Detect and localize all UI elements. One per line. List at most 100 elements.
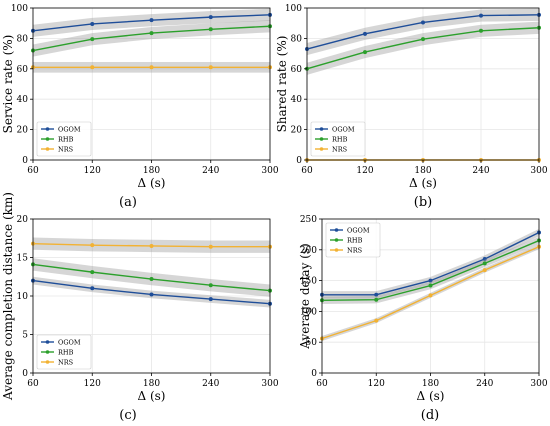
- legend-swatch-marker: [45, 340, 50, 344]
- data-point: [421, 20, 425, 25]
- data-point: [149, 18, 154, 23]
- x-tick-label: 120: [84, 379, 101, 389]
- legend-swatch-marker: [334, 248, 339, 252]
- panel-label: (d): [421, 408, 439, 423]
- legend-label: RHB: [58, 135, 74, 143]
- confidence-band: [322, 236, 539, 305]
- legend-label: OGOM: [58, 125, 81, 133]
- legend-label: OGOM: [58, 338, 81, 346]
- y-tick-label: 150: [300, 277, 317, 287]
- x-tick-label: 180: [143, 379, 160, 389]
- legend: OGOM RHB NRS: [36, 121, 92, 157]
- x-tick-label: 120: [84, 166, 101, 176]
- x-tick-label: 120: [356, 166, 373, 176]
- series-rhb: [305, 21, 541, 75]
- legend-swatch-marker: [334, 238, 339, 242]
- y-axis-label: Shared rate (%): [275, 36, 289, 133]
- legend-swatch-marker: [334, 228, 339, 232]
- data-point: [428, 283, 433, 288]
- legend-swatch-marker: [45, 360, 50, 364]
- y-tick-label: 0: [311, 369, 317, 379]
- panel-label: (b): [414, 195, 432, 210]
- y-tick-label: 10: [17, 292, 29, 302]
- y-tick-label: 20: [17, 126, 29, 136]
- legend-box: [310, 121, 366, 157]
- chart-panel: 60 120 180 240 300 0 20 40 60 80 100 Δ (s) Shared ra…: [275, 4, 548, 210]
- y-tick-label: 100: [285, 4, 302, 14]
- x-tick-label: 180: [143, 166, 160, 176]
- data-point: [482, 261, 487, 266]
- y-tick-label: 5: [22, 331, 28, 341]
- legend-swatch-marker: [45, 137, 50, 141]
- x-tick-label: 60: [27, 379, 39, 389]
- panel-label: (a): [119, 195, 137, 210]
- data-point: [90, 21, 95, 26]
- legend: OGOM RHB NRS: [36, 334, 92, 370]
- legend-swatch-marker: [45, 127, 50, 131]
- y-tick-label: 60: [291, 65, 303, 75]
- x-tick-label: 60: [316, 379, 328, 389]
- chart-panel: 60 120 180 240 300 0 50 100 150 200 250 Δ (s) Averag…: [298, 215, 548, 423]
- confidence-band: [307, 8, 539, 56]
- confidence-band: [307, 21, 539, 75]
- y-axis-label: Average completion distance (km): [1, 192, 15, 401]
- y-tick-label: 40: [291, 95, 303, 105]
- data-point: [90, 270, 95, 275]
- chart-panel: 60 120 180 240 300 0 20 40 60 80 100 Δ (s) Service r…: [1, 4, 279, 210]
- y-tick-label: 80: [291, 34, 303, 44]
- legend-swatch-marker: [319, 147, 324, 151]
- y-tick-label: 60: [17, 65, 29, 75]
- data-point: [482, 257, 487, 262]
- legend-box: [325, 222, 381, 258]
- data-point: [149, 277, 154, 282]
- data-point: [149, 65, 154, 70]
- y-tick-label: 0: [296, 156, 302, 166]
- x-tick-label: 300: [530, 166, 547, 176]
- data-point: [363, 50, 367, 55]
- y-tick-label: 20: [17, 215, 29, 225]
- panel-label: (c): [119, 408, 136, 423]
- series-rhb: [31, 20, 272, 57]
- y-axis-label: Service rate (%): [1, 35, 15, 134]
- legend: OGOM RHB NRS: [310, 121, 366, 157]
- data-point: [479, 13, 483, 18]
- y-tick-label: 80: [17, 34, 29, 44]
- y-tick-label: 15: [17, 254, 29, 264]
- series-nrs: [31, 237, 272, 253]
- x-axis-label: Δ (s): [409, 176, 437, 190]
- data-point: [208, 297, 213, 302]
- data-point: [149, 292, 154, 297]
- legend-label: OGOM: [347, 226, 370, 234]
- legend-label: NRS: [332, 145, 347, 153]
- y-tick-label: 0: [22, 369, 28, 379]
- chart-panel: 60 120 180 240 300 0 5 10 15 20 Δ (s) Average compl…: [1, 192, 279, 423]
- x-tick-label: 60: [27, 166, 39, 176]
- x-tick-label: 180: [422, 379, 439, 389]
- data-point: [428, 293, 433, 298]
- x-tick-label: 240: [202, 166, 219, 176]
- data-point: [482, 268, 487, 273]
- series-ogom: [31, 8, 272, 37]
- data-point: [374, 318, 379, 323]
- legend-label: NRS: [347, 246, 362, 254]
- legend-label: NRS: [58, 145, 73, 153]
- legend-swatch-marker: [45, 147, 50, 151]
- y-tick-label: 100: [300, 307, 317, 317]
- legend-box: [36, 121, 92, 157]
- data-point: [374, 297, 379, 302]
- y-tick-label: 0: [22, 156, 28, 166]
- confidence-band: [322, 228, 539, 299]
- y-tick-label: 40: [17, 95, 29, 105]
- series-rhb: [31, 258, 272, 297]
- y-axis-label: Average delay (s): [298, 243, 312, 349]
- legend-swatch-marker: [319, 137, 324, 141]
- x-tick-label: 300: [530, 379, 547, 389]
- legend-label: NRS: [58, 358, 73, 366]
- x-tick-label: 180: [414, 166, 431, 176]
- data-point: [363, 31, 367, 36]
- data-point: [208, 65, 213, 70]
- y-tick-label: 20: [291, 126, 303, 136]
- data-point: [208, 244, 213, 249]
- series-nrs: [31, 61, 272, 73]
- y-tick-label: 50: [306, 338, 318, 348]
